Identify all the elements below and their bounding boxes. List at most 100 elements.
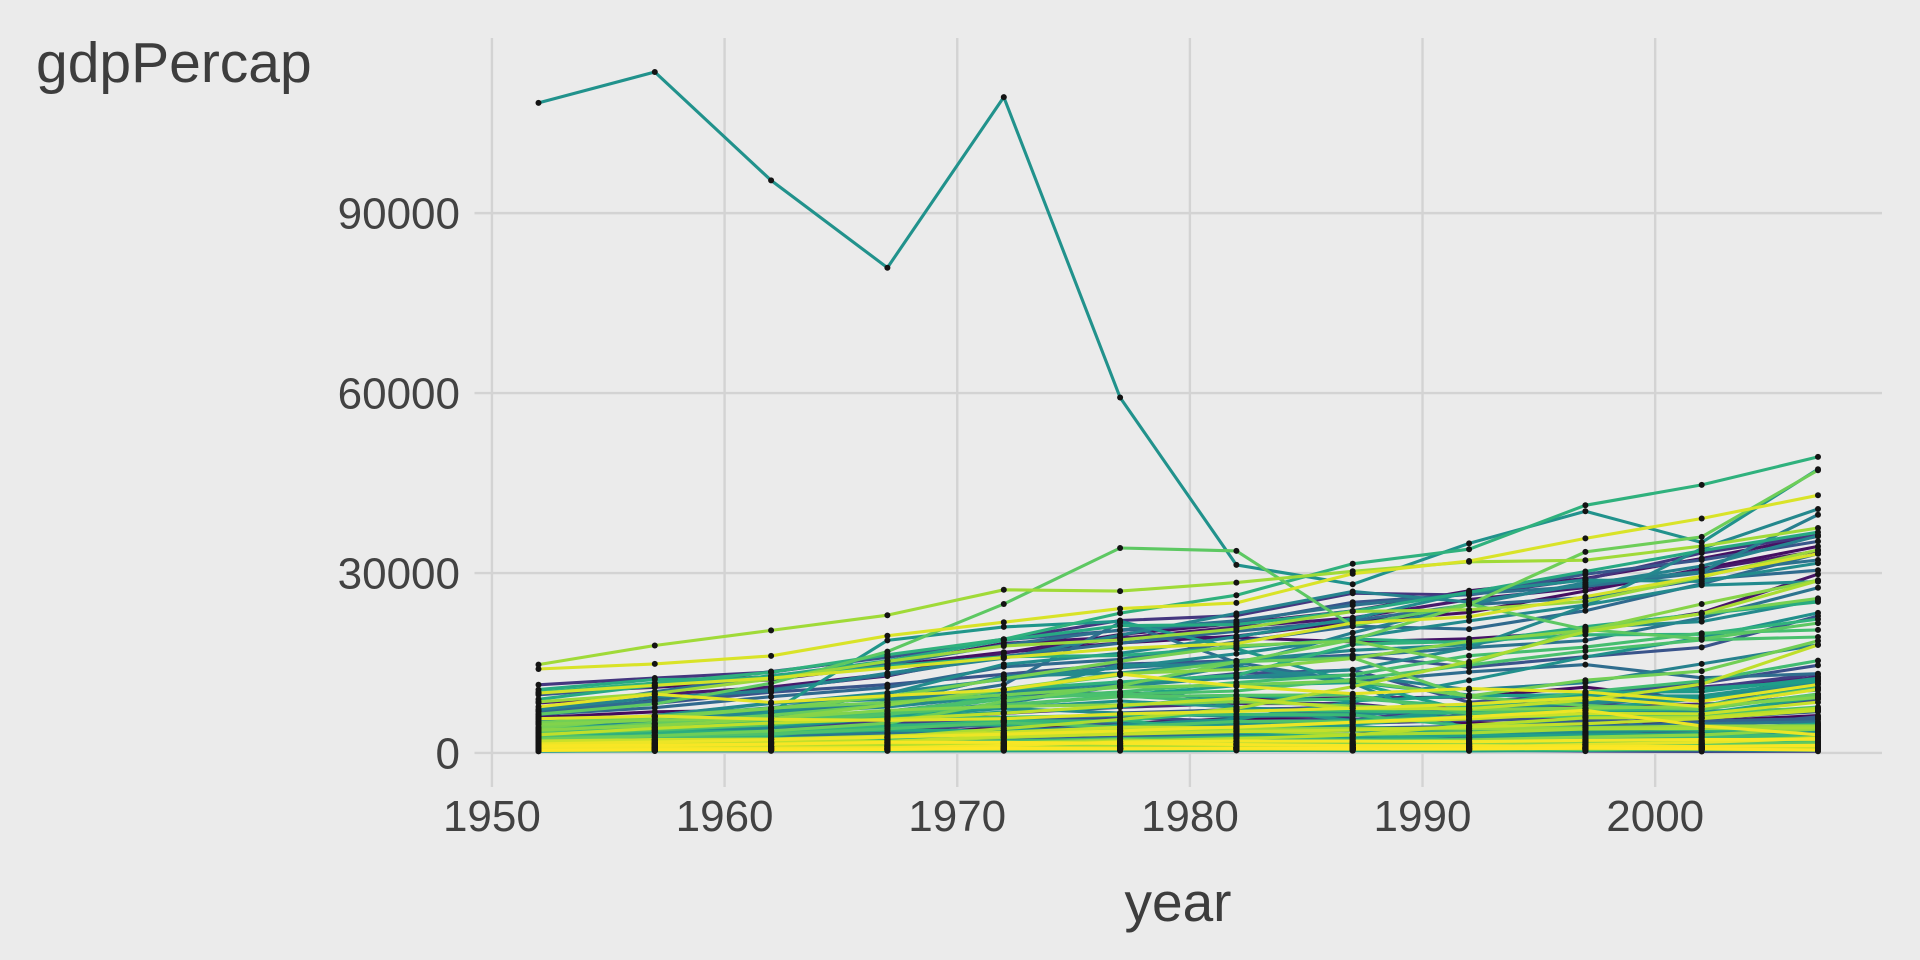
data-point	[1233, 640, 1240, 647]
data-point	[1117, 671, 1124, 678]
data-point	[1698, 543, 1705, 550]
data-point	[1582, 648, 1589, 654]
data-point	[1698, 610, 1705, 617]
data-point	[1815, 538, 1821, 545]
data-point	[1466, 617, 1473, 624]
data-point	[1117, 622, 1124, 629]
data-point	[651, 642, 658, 649]
data-point	[1233, 592, 1240, 599]
data-point	[884, 717, 891, 724]
data-point	[1233, 723, 1240, 730]
data-point	[1582, 694, 1589, 701]
data-point	[1815, 511, 1821, 518]
data-point	[1233, 561, 1240, 568]
data-point	[1117, 745, 1124, 752]
data-point	[1233, 633, 1240, 640]
data-point	[884, 692, 891, 699]
data-point	[1815, 747, 1821, 754]
series-line-sweden	[538, 548, 1819, 704]
series-line-saudi-arabia	[538, 546, 1819, 716]
data-point	[1698, 533, 1705, 540]
x-tick-label: 1990	[1374, 792, 1472, 841]
data-point	[1117, 702, 1124, 709]
data-point	[1000, 681, 1007, 688]
y-tick-label: 0	[436, 730, 460, 779]
data-point	[1582, 557, 1589, 564]
data-point	[768, 680, 775, 687]
data-point	[1698, 563, 1705, 569]
data-point	[768, 727, 775, 734]
data-point	[651, 660, 658, 667]
data-point	[1000, 643, 1007, 649]
data-point	[884, 670, 891, 677]
data-point	[1466, 668, 1473, 675]
data-point	[1349, 711, 1356, 718]
y-tick-label: 60000	[338, 370, 460, 419]
data-point	[1815, 567, 1821, 574]
data-point	[1117, 545, 1124, 551]
data-point	[535, 711, 542, 718]
data-point	[1698, 547, 1705, 554]
data-point	[1349, 727, 1356, 734]
data-point	[1815, 584, 1821, 591]
data-point	[1233, 695, 1240, 702]
data-point	[1349, 629, 1356, 636]
data-point	[535, 666, 542, 672]
data-point	[1233, 547, 1240, 554]
data-point	[1466, 546, 1473, 553]
data-point	[1233, 599, 1240, 606]
data-point	[1582, 548, 1589, 555]
data-point	[1698, 685, 1705, 692]
data-point	[1815, 620, 1821, 627]
data-point	[1233, 666, 1240, 673]
data-point	[1698, 710, 1705, 717]
data-point	[1349, 677, 1356, 684]
data-point	[1466, 693, 1473, 699]
data-point	[535, 690, 542, 697]
data-point	[1349, 647, 1356, 654]
x-tick-label: 1950	[443, 792, 541, 841]
data-point	[1000, 586, 1007, 593]
data-point	[1000, 94, 1007, 101]
data-point	[651, 682, 658, 689]
data-point	[1582, 581, 1589, 588]
data-point	[884, 707, 891, 714]
data-point	[1582, 607, 1589, 614]
data-point	[1117, 618, 1124, 625]
data-point	[1349, 719, 1356, 726]
data-point	[768, 177, 775, 184]
data-point	[1815, 506, 1821, 512]
data-point	[1233, 718, 1240, 725]
data-point	[1000, 661, 1007, 668]
data-point	[1815, 550, 1821, 557]
data-point	[1233, 688, 1240, 694]
data-point	[1349, 608, 1356, 615]
x-tick-label: 2000	[1606, 792, 1704, 841]
data-point	[1349, 745, 1356, 752]
data-point	[1698, 630, 1705, 637]
data-point	[1698, 515, 1705, 522]
data-point	[1582, 508, 1589, 515]
data-point	[1000, 715, 1007, 722]
data-point	[1815, 453, 1821, 460]
data-point	[535, 661, 542, 668]
series-line-norway	[538, 455, 1819, 694]
data-point	[1466, 540, 1473, 547]
data-point	[1349, 732, 1356, 739]
data-point	[535, 681, 542, 688]
data-point	[1000, 703, 1007, 710]
data-point	[1698, 722, 1705, 729]
data-point	[1582, 677, 1589, 684]
data-point	[1815, 560, 1821, 567]
data-point	[1582, 502, 1589, 509]
data-point	[1815, 742, 1821, 749]
data-point	[1349, 560, 1356, 567]
data-point	[1349, 705, 1356, 712]
data-point	[1233, 728, 1240, 735]
data-point	[1000, 686, 1007, 693]
data-point	[1466, 558, 1473, 564]
data-point	[768, 675, 775, 682]
data-point	[1117, 727, 1124, 734]
series-line-poland	[538, 659, 1819, 731]
data-point	[1466, 626, 1473, 633]
